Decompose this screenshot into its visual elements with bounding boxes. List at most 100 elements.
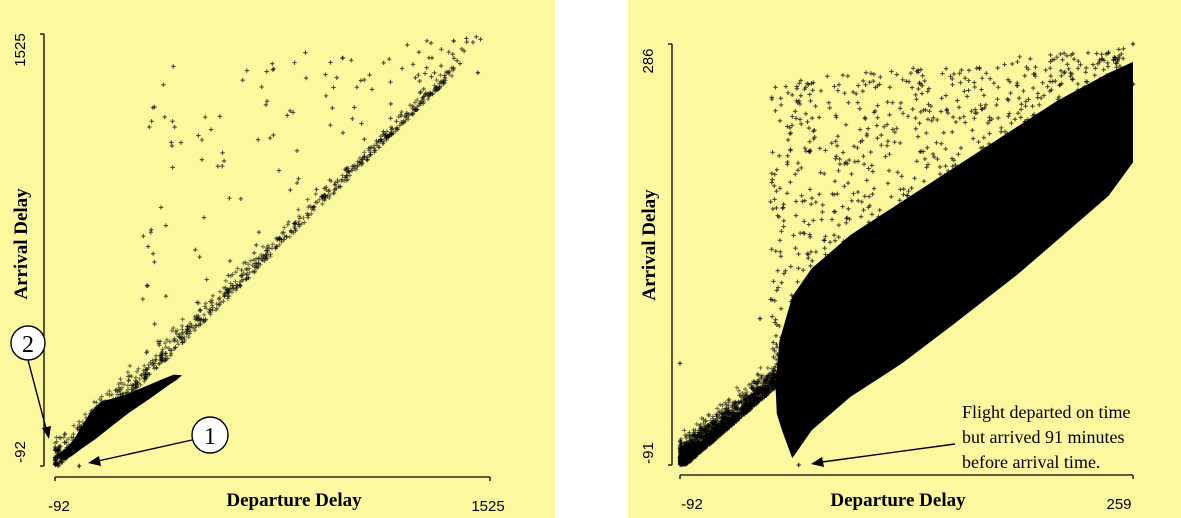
point-outlier <box>349 58 354 63</box>
point-dense <box>1020 162 1026 168</box>
point-dense <box>858 310 864 316</box>
point-dense <box>117 387 122 392</box>
point-outlier <box>323 185 329 190</box>
point-dense <box>914 246 920 251</box>
callout-arrowhead-2 <box>42 426 51 439</box>
point-dense <box>772 364 778 369</box>
point-dense <box>887 284 892 290</box>
point-dense <box>683 432 688 438</box>
point-dense <box>321 196 327 202</box>
point-dense <box>851 300 856 305</box>
point-outlier <box>152 321 157 327</box>
point-dense <box>911 249 916 254</box>
point-outlier <box>203 114 208 120</box>
point-outlier <box>150 105 156 110</box>
point-dense <box>260 257 265 263</box>
point-dense <box>142 379 147 384</box>
point-dense <box>742 386 748 392</box>
point-dense <box>217 302 222 308</box>
point-dense <box>94 400 99 405</box>
point-dense <box>948 219 954 225</box>
point-dense <box>174 331 179 337</box>
point-dense <box>875 278 881 283</box>
point-dense <box>767 370 773 376</box>
callout-label-2: 2 <box>22 332 34 358</box>
point-outlier <box>478 37 483 42</box>
y-axis-title-left: Arrival Delay <box>11 188 32 300</box>
point-dense <box>864 302 869 307</box>
point-dense <box>749 385 754 391</box>
point-outlier <box>197 254 202 260</box>
point-dense <box>951 229 957 235</box>
point-outlier <box>270 67 275 72</box>
point-dense <box>52 444 58 450</box>
point-dense <box>357 160 362 165</box>
point-outlier <box>150 251 156 256</box>
point-dense <box>243 266 249 271</box>
point-dense <box>210 293 216 298</box>
point-outlier <box>292 60 297 65</box>
point-dense <box>139 373 144 378</box>
point-dense <box>286 219 291 225</box>
point-dense <box>107 399 112 404</box>
point-dense <box>408 111 414 117</box>
point-dense <box>941 229 946 234</box>
point-dense <box>335 179 340 185</box>
point-outlier <box>417 78 422 84</box>
point-outlier <box>264 69 269 74</box>
point-dense <box>263 256 269 261</box>
point-dense <box>1072 118 1077 124</box>
point-dense <box>816 321 821 326</box>
point-dense <box>742 394 748 399</box>
point-outlier <box>330 105 335 111</box>
point-outlier <box>204 277 209 282</box>
point-dense <box>58 453 63 459</box>
point-dense <box>292 228 298 233</box>
point-outlier <box>199 157 205 162</box>
point-dense <box>54 435 59 440</box>
point-dense <box>715 406 720 411</box>
point-dense <box>62 432 67 437</box>
point-outlier <box>288 187 293 193</box>
point-dense <box>726 403 731 408</box>
point <box>389 131 395 137</box>
point-dense <box>897 261 903 266</box>
point-outlier <box>199 137 205 143</box>
point-dense <box>965 213 970 218</box>
scatter-panel-right: -92 259 -91 286 Departure Delay Arrival … <box>628 0 1181 518</box>
point-dense <box>870 290 876 296</box>
point-dense <box>125 369 131 375</box>
point-dense <box>730 400 736 405</box>
point-outlier <box>405 42 410 48</box>
point-dense <box>62 440 68 445</box>
point-dense <box>882 267 887 272</box>
point-dense <box>116 389 122 395</box>
point <box>378 137 384 142</box>
point-dense <box>201 312 207 317</box>
point-dense <box>63 453 68 459</box>
point-dense <box>1016 164 1021 169</box>
point-dense <box>844 307 850 312</box>
point-dense <box>309 211 314 217</box>
point-dense <box>302 220 307 225</box>
point-dense <box>829 331 835 337</box>
point-dense <box>1012 172 1017 178</box>
point-dense <box>292 224 297 230</box>
point-dense <box>136 366 141 371</box>
point-dense <box>849 301 854 306</box>
point-dense <box>1017 171 1022 176</box>
point-outlier <box>432 70 437 76</box>
point-dense <box>90 414 95 419</box>
point-dense <box>191 325 197 331</box>
point-dense <box>688 440 694 446</box>
point-dense <box>313 199 318 205</box>
point <box>185 327 190 332</box>
point-dense <box>194 323 199 329</box>
point-dense <box>97 397 103 402</box>
point-dense <box>186 334 191 340</box>
points-group-left <box>52 34 483 469</box>
point-dense <box>328 178 334 184</box>
point-dense <box>209 303 215 308</box>
point-dense <box>1008 173 1014 178</box>
point-dense <box>921 257 926 262</box>
